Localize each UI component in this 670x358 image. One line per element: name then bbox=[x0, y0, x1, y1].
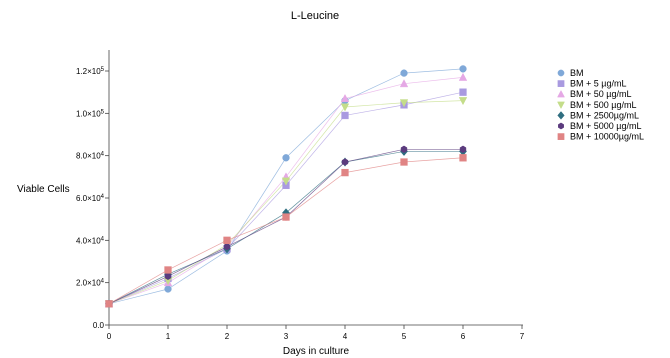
x-axis-title: Days in culture bbox=[283, 346, 350, 357]
data-point bbox=[341, 111, 349, 120]
x-tick-label: 2 bbox=[225, 332, 230, 341]
data-point bbox=[400, 158, 408, 166]
y-axis-title: Viable Cells bbox=[17, 184, 70, 195]
legend-label: BM bbox=[570, 68, 584, 78]
legend-marker bbox=[557, 89, 565, 98]
data-point bbox=[223, 236, 231, 244]
data-point bbox=[341, 168, 349, 177]
legend-label: BM + 500 µg/mL bbox=[570, 100, 636, 110]
data-point bbox=[164, 266, 172, 274]
y-tick-label: 0.0 bbox=[93, 321, 105, 330]
x-tick-label: 5 bbox=[402, 332, 407, 341]
data-point bbox=[459, 154, 467, 162]
y-tick-label: 8.0×104 bbox=[76, 152, 105, 161]
data-point bbox=[281, 177, 291, 186]
legend-label: BM + 50 µg/mL bbox=[570, 89, 631, 99]
chart-title: L-Leucine bbox=[291, 10, 339, 22]
data-point bbox=[282, 213, 290, 221]
data-point bbox=[223, 242, 231, 251]
x-tick-label: 0 bbox=[107, 332, 112, 341]
x-tick-label: 3 bbox=[284, 332, 289, 341]
legend-label: BM + 2500µg/mL bbox=[570, 110, 639, 120]
data-point bbox=[458, 72, 468, 81]
x-tick-label: 6 bbox=[461, 332, 466, 341]
y-tick-label: 6.0×104 bbox=[76, 194, 105, 203]
y-axis-ticks: 0.0 2.0×104 4.0×104 6.0×104 8.0×104 1.0×105 1.… bbox=[76, 67, 109, 330]
y-tick-label: 1.0×105 bbox=[76, 109, 105, 118]
series-line bbox=[108, 77, 464, 305]
data-point bbox=[459, 145, 467, 154]
data-point bbox=[458, 97, 468, 106]
plot-area: 0.0 2.0×104 4.0×104 6.0×104 8.0×104 1.0×105 1.… bbox=[76, 50, 525, 341]
x-tick-label: 1 bbox=[166, 332, 171, 341]
x-tick-label: 4 bbox=[343, 332, 348, 341]
x-tick-label: 7 bbox=[520, 332, 525, 341]
series-line bbox=[108, 91, 464, 305]
legend-marker bbox=[557, 80, 565, 87]
data-point bbox=[164, 285, 172, 293]
data-point bbox=[400, 145, 408, 154]
legend-label: BM + 5 µg/mL bbox=[570, 79, 626, 89]
data-point bbox=[340, 103, 350, 112]
data-point bbox=[459, 65, 467, 73]
data-point bbox=[164, 272, 172, 281]
legend-marker bbox=[557, 111, 565, 120]
data-point bbox=[459, 88, 467, 96]
y-tick-label: 1.2×105 bbox=[76, 67, 105, 76]
data-point bbox=[400, 69, 408, 77]
data-point bbox=[399, 79, 409, 88]
data-point bbox=[105, 300, 113, 308]
legend-marker bbox=[557, 101, 565, 110]
y-tick-label: 2.0×104 bbox=[76, 279, 105, 288]
legend-label: BM + 10000µg/mL bbox=[570, 132, 644, 142]
data-point bbox=[340, 93, 350, 102]
legend-marker bbox=[557, 69, 565, 77]
series-markers bbox=[104, 65, 468, 309]
data-point bbox=[282, 154, 290, 162]
x-axis-ticks: 0 1 2 3 4 5 6 7 bbox=[107, 325, 525, 341]
y-tick-label: 4.0×104 bbox=[76, 236, 105, 245]
legend-marker bbox=[557, 133, 565, 140]
legend-label: BM + 5000 µg/mL bbox=[570, 121, 641, 131]
data-point bbox=[399, 99, 409, 108]
data-point bbox=[341, 158, 349, 166]
legend-marker bbox=[558, 122, 564, 130]
